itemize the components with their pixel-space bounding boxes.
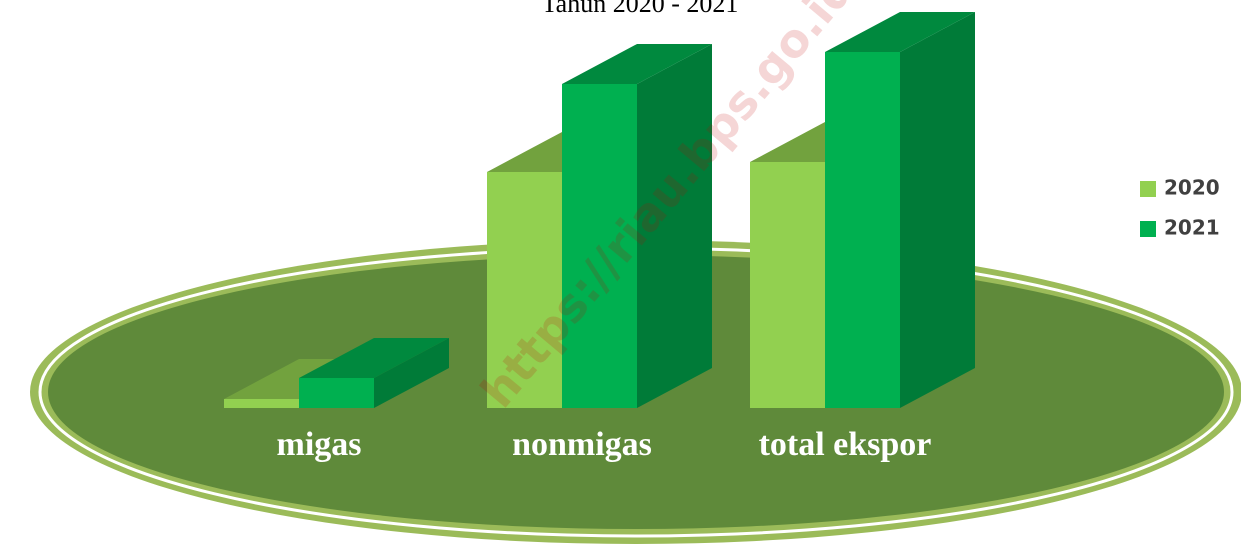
- bar-front: [224, 399, 299, 408]
- bar-top: [299, 338, 449, 378]
- bar: [299, 338, 449, 408]
- chart-title: Tahun 2020 - 2021: [542, 0, 739, 18]
- x-tick-label: nonmigas: [512, 426, 652, 463]
- legend-swatch: [1140, 181, 1156, 197]
- bar: [825, 12, 975, 408]
- bar-front: [825, 52, 900, 408]
- legend-swatch: [1140, 221, 1156, 237]
- bar-side: [900, 12, 975, 408]
- bar-front: [562, 84, 637, 408]
- legend-label: 2021: [1164, 216, 1220, 240]
- bar-side: [637, 44, 712, 408]
- bar: [562, 44, 712, 408]
- x-tick-label: total ekspor: [759, 426, 932, 463]
- legend-label: 2020: [1164, 176, 1220, 200]
- bar-top: [825, 12, 975, 52]
- x-tick-label: migas: [277, 426, 362, 463]
- bar-side: [374, 338, 449, 408]
- bar-front: [299, 378, 374, 408]
- bar-front: [487, 172, 562, 408]
- bar-front: [750, 162, 825, 408]
- bar-top: [562, 44, 712, 84]
